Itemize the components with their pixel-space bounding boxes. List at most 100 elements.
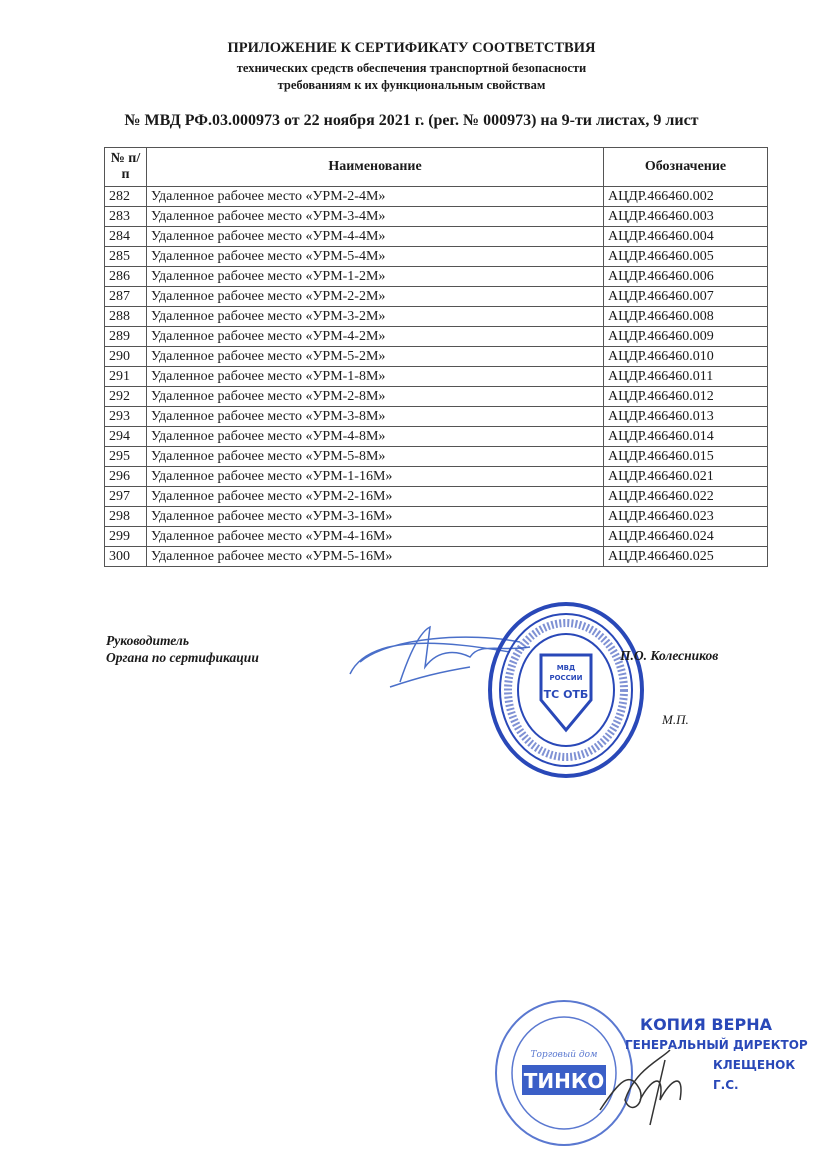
table-row: 294 Удаленное рабочее место «УРМ-4-8М» АЦД… — [104, 426, 768, 447]
row-number: 292 — [104, 386, 147, 407]
director-signature-image — [599, 1049, 682, 1126]
table-row: 285 Удаленное рабочее место «УРМ-5-4М» АЦД… — [104, 246, 768, 267]
row-number: 289 — [104, 326, 147, 347]
item-designation: АЦДР.466460.024 — [603, 526, 768, 547]
svg-text:МВД: МВД — [557, 664, 576, 672]
row-number: 287 — [104, 286, 147, 307]
copy-line: ГЕНЕРАЛЬНЫЙ ДИРЕКТОР — [625, 1038, 808, 1052]
table-row: 282 Удаленное рабочее место «УРМ-2-4М» АЦД… — [104, 186, 768, 207]
item-name: Удаленное рабочее место «УРМ-4-16М» — [146, 526, 604, 547]
table-row: 292 Удаленное рабочее место «УРМ-2-8М» АЦД… — [104, 386, 768, 407]
table-row: 283 Удаленное рабочее место «УРМ-3-4М» АЦД… — [104, 206, 768, 227]
item-designation: АЦДР.466460.010 — [603, 346, 768, 367]
row-number: 293 — [104, 406, 147, 427]
table-row: 293 Удаленное рабочее место «УРМ-3-8М» АЦД… — [104, 406, 768, 427]
signatory-name: П.О. Колесников — [620, 648, 719, 663]
column-header-designation: Обозначение — [603, 147, 768, 187]
signature-image — [349, 625, 531, 688]
row-number: 290 — [104, 346, 147, 367]
item-designation: АЦДР.466460.008 — [603, 306, 768, 327]
row-number: 285 — [104, 246, 147, 267]
item-name: Удаленное рабочее место «УРМ-5-8М» — [146, 446, 604, 467]
item-designation: АЦДР.466460.022 — [603, 486, 768, 507]
item-name: Удаленное рабочее место «УРМ-3-16М» — [146, 506, 604, 527]
svg-text:РОССИИ: РОССИИ — [549, 674, 582, 682]
row-number: 291 — [104, 366, 147, 387]
item-designation: АЦДР.466460.005 — [603, 246, 768, 267]
role-line: Органа по сертификации — [106, 650, 259, 665]
item-designation: АЦДР.466460.012 — [603, 386, 768, 407]
company-stamp: Торговый дом ТИНКО — [495, 1000, 633, 1146]
seal-mark: М.П. — [662, 712, 689, 727]
item-designation: АЦДР.466460.025 — [603, 546, 768, 567]
row-number: 288 — [104, 306, 147, 327]
item-designation: АЦДР.466460.009 — [603, 326, 768, 347]
role-line: Руководитель — [106, 633, 190, 648]
table-row: 297 Удаленное рабочее место «УРМ-2-16М» АЦ… — [104, 486, 768, 507]
table-row: 295 Удаленное рабочее место «УРМ-5-8М» АЦД… — [104, 446, 768, 467]
item-designation: АЦДР.466460.002 — [603, 186, 768, 207]
row-number: 286 — [104, 266, 147, 287]
table-header-row: № п/п Наименование Обозначение — [104, 147, 768, 187]
item-name: Удаленное рабочее место «УРМ-4-4М» — [146, 226, 604, 247]
copy-line: КОПИЯ ВЕРНА — [640, 1015, 772, 1034]
item-name: Удаленное рабочее место «УРМ-3-8М» — [146, 406, 604, 427]
row-number: 294 — [104, 426, 147, 447]
item-name: Удаленное рабочее место «УРМ-4-2М» — [146, 326, 604, 347]
item-designation: АЦДР.466460.006 — [603, 266, 768, 287]
item-designation: АЦДР.466460.004 — [603, 226, 768, 247]
item-name: Удаленное рабочее место «УРМ-2-4М» — [146, 186, 604, 207]
svg-text:ТИНКО: ТИНКО — [524, 1069, 604, 1093]
table-row: 291 Удаленное рабочее место «УРМ-1-8М» АЦД… — [104, 366, 768, 387]
table-row: 287 Удаленное рабочее место «УРМ-2-2М» АЦД… — [104, 286, 768, 307]
svg-text:Торговый дом: Торговый дом — [531, 1050, 598, 1060]
signatory-role: Руководитель Органа по сертификации — [106, 632, 259, 666]
copy-line: КЛЕЩЕНОК Г.С. — [713, 1058, 796, 1092]
table-row: 299 Удаленное рабочее место «УРМ-4-16М» АЦ… — [104, 526, 768, 547]
row-number: 295 — [104, 446, 147, 467]
item-name: Удаленное рабочее место «УРМ-3-4М» — [146, 206, 604, 227]
item-name: Удаленное рабочее место «УРМ-1-2М» — [146, 266, 604, 287]
item-name: Удаленное рабочее место «УРМ-1-8М» — [146, 366, 604, 387]
item-designation: АЦДР.466460.007 — [603, 286, 768, 307]
certification-body-stamp: МВД РОССИИ ТС ОТБ — [488, 602, 644, 778]
document-title: ПРИЛОЖЕНИЕ К СЕРТИФИКАТУ СООТВЕТСТВИЯ — [227, 40, 596, 56]
certificate-number: № МВД РФ.03.000973 от 22 ноября 2021 г. … — [124, 112, 699, 129]
item-designation: АЦДР.466460.021 — [603, 466, 768, 487]
row-number: 297 — [104, 486, 147, 507]
table-row: 300 Удаленное рабочее место «УРМ-5-16М» АЦ… — [104, 546, 768, 567]
table-row: 286 Удаленное рабочее место «УРМ-1-2М» АЦД… — [104, 266, 768, 287]
table-row: 288 Удаленное рабочее место «УРМ-3-2М» АЦД… — [104, 306, 768, 327]
table-row: 290 Удаленное рабочее место «УРМ-5-2М» АЦД… — [104, 346, 768, 367]
item-name: Удаленное рабочее место «УРМ-5-2М» — [146, 346, 604, 367]
item-name: Удаленное рабочее место «УРМ-5-16М» — [146, 546, 604, 567]
document-subtitle: требованиям к их функциональным свойства… — [277, 78, 546, 92]
item-designation: АЦДР.466460.014 — [603, 426, 768, 447]
row-number: 299 — [104, 526, 147, 547]
item-designation: АЦДР.466460.011 — [603, 366, 768, 387]
table-row: 298 Удаленное рабочее место «УРМ-3-16М» АЦ… — [104, 506, 768, 527]
item-name: Удаленное рабочее место «УРМ-2-8М» — [146, 386, 604, 407]
item-designation: АЦДР.466460.023 — [603, 506, 768, 527]
table-row: 296 Удаленное рабочее место «УРМ-1-16М» АЦ… — [104, 466, 768, 487]
row-number: 283 — [104, 206, 147, 227]
item-name: Удаленное рабочее место «УРМ-5-4М» — [146, 246, 604, 267]
item-name: Удаленное рабочее место «УРМ-3-2М» — [146, 306, 604, 327]
table-row: 289 Удаленное рабочее место «УРМ-4-2М» АЦД… — [104, 326, 768, 347]
item-designation: АЦДР.466460.013 — [603, 406, 768, 427]
item-designation: АЦДР.466460.015 — [603, 446, 768, 467]
column-header-number: № п/п — [104, 147, 147, 187]
item-name: Удаленное рабочее место «УРМ-2-2М» — [146, 286, 604, 307]
item-name: Удаленное рабочее место «УРМ-4-8М» — [146, 426, 604, 447]
copy-certification: КОПИЯ ВЕРНА ГЕНЕРАЛЬНЫЙ ДИРЕКТОР КЛЕЩЕНО… — [625, 1015, 823, 1095]
column-header-name: Наименование — [146, 147, 604, 187]
row-number: 282 — [104, 186, 147, 207]
row-number: 300 — [104, 546, 147, 567]
item-name: Удаленное рабочее место «УРМ-1-16М» — [146, 466, 604, 487]
document-subtitle: технических средств обеспечения транспор… — [236, 61, 587, 75]
item-designation: АЦДР.466460.003 — [603, 206, 768, 227]
row-number: 298 — [104, 506, 147, 527]
row-number: 296 — [104, 466, 147, 487]
svg-text:ТС ОТБ: ТС ОТБ — [544, 688, 589, 701]
items-table: № п/п Наименование Обозначение 282 Удален… — [104, 147, 768, 567]
